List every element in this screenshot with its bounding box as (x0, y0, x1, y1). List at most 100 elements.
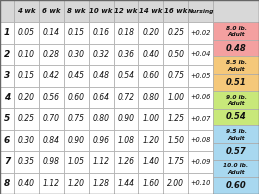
Text: 0.40: 0.40 (18, 179, 35, 188)
Bar (213, 178, 259, 194)
Bar (138, 151, 163, 172)
Text: 1: 1 (4, 28, 10, 37)
Text: 0.48: 0.48 (92, 71, 110, 80)
Text: 0.25: 0.25 (18, 114, 35, 123)
Bar (188, 108, 213, 130)
Text: 8 wk: 8 wk (67, 8, 85, 14)
Text: 2.00: 2.00 (167, 179, 184, 188)
Text: 0.54: 0.54 (226, 113, 246, 121)
Text: 1.12: 1.12 (92, 157, 110, 166)
Bar (163, 0, 188, 22)
Bar (213, 143, 259, 160)
Bar (14, 0, 39, 22)
Bar (89, 172, 113, 194)
Bar (14, 108, 39, 130)
Text: 14 wk: 14 wk (139, 8, 162, 14)
Bar (188, 65, 213, 87)
Bar (163, 43, 188, 65)
Text: 1.40: 1.40 (142, 157, 159, 166)
Bar (89, 0, 113, 22)
Text: 0.54: 0.54 (117, 71, 134, 80)
Bar (14, 43, 39, 65)
Bar (138, 0, 163, 22)
Text: 1.05: 1.05 (68, 157, 85, 166)
Text: +0.07: +0.07 (190, 116, 211, 122)
Text: 8: 8 (4, 179, 10, 188)
Bar (188, 172, 213, 194)
Bar (0, 65, 14, 87)
Text: 1.26: 1.26 (117, 157, 134, 166)
Text: 0.35: 0.35 (18, 157, 35, 166)
Text: 1.08: 1.08 (117, 136, 134, 145)
Text: Adult: Adult (227, 67, 245, 72)
Text: 0.32: 0.32 (92, 50, 110, 59)
Text: 1.28: 1.28 (92, 179, 110, 188)
Text: +0.06: +0.06 (190, 94, 211, 100)
Text: 8.0 lb.: 8.0 lb. (226, 26, 247, 31)
Text: 0.75: 0.75 (68, 114, 85, 123)
Bar (89, 43, 113, 65)
Text: 1.00: 1.00 (142, 114, 159, 123)
Text: 5: 5 (4, 114, 10, 123)
Bar (188, 22, 213, 43)
Bar (188, 87, 213, 108)
Text: 0.30: 0.30 (68, 50, 85, 59)
Text: 0.25: 0.25 (167, 28, 184, 37)
Text: +0.05: +0.05 (190, 73, 211, 79)
Bar (113, 43, 138, 65)
Text: 0.10: 0.10 (18, 50, 35, 59)
Text: 7: 7 (4, 157, 10, 166)
Text: 0.15: 0.15 (68, 28, 85, 37)
Text: 0.28: 0.28 (43, 50, 60, 59)
Text: 0.48: 0.48 (226, 44, 246, 53)
Bar (39, 172, 64, 194)
Text: 0.50: 0.50 (167, 50, 184, 59)
Bar (39, 151, 64, 172)
Text: 0.60: 0.60 (226, 181, 246, 190)
Bar (138, 22, 163, 43)
Text: +0.09: +0.09 (190, 159, 211, 165)
Text: 1.25: 1.25 (167, 114, 184, 123)
Bar (163, 87, 188, 108)
Bar (113, 0, 138, 22)
Text: 0.14: 0.14 (43, 28, 60, 37)
Bar (113, 172, 138, 194)
Text: 0.90: 0.90 (68, 136, 85, 145)
Bar (64, 87, 89, 108)
Bar (39, 87, 64, 108)
Bar (113, 87, 138, 108)
Bar (188, 130, 213, 151)
Bar (188, 151, 213, 172)
Bar (188, 43, 213, 65)
Bar (89, 130, 113, 151)
Text: 6 wk: 6 wk (42, 8, 61, 14)
Bar (0, 108, 14, 130)
Bar (113, 151, 138, 172)
Bar (64, 43, 89, 65)
Text: 3: 3 (4, 71, 10, 80)
Bar (138, 87, 163, 108)
Bar (64, 172, 89, 194)
Text: 0.20: 0.20 (18, 93, 35, 102)
Text: 0.90: 0.90 (117, 114, 134, 123)
Text: 0.51: 0.51 (226, 78, 246, 87)
Text: 6: 6 (4, 136, 10, 145)
Bar (138, 172, 163, 194)
Bar (113, 130, 138, 151)
Bar (213, 56, 259, 74)
Text: 0.84: 0.84 (43, 136, 60, 145)
Text: 0.30: 0.30 (18, 136, 35, 145)
Bar (213, 74, 259, 91)
Text: 0.20: 0.20 (142, 28, 159, 37)
Text: 12 wk: 12 wk (114, 8, 138, 14)
Bar (213, 109, 259, 125)
Text: +0.04: +0.04 (190, 51, 211, 57)
Bar (0, 22, 14, 43)
Text: 16 wk: 16 wk (164, 8, 187, 14)
Text: 0.70: 0.70 (43, 114, 60, 123)
Bar (163, 172, 188, 194)
Text: 0.72: 0.72 (117, 93, 134, 102)
Bar (0, 172, 14, 194)
Text: Nursing: Nursing (187, 9, 214, 14)
Text: 1.50: 1.50 (167, 136, 184, 145)
